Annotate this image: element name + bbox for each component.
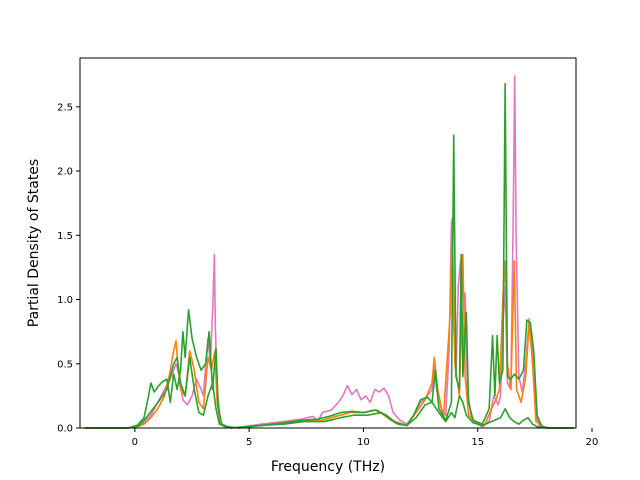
y-tick-label-0: 0.0	[57, 424, 73, 435]
y-tick-label-4: 2.0	[57, 167, 73, 178]
x-axis-ticks: 0 5 10 15 20	[132, 428, 599, 448]
y-axis-ticks: 0.0 0.5 1.0 1.5 2.0 2.5	[57, 102, 80, 435]
x-tick-label-0: 0	[132, 437, 138, 448]
y-tick-label-1: 0.5	[57, 359, 73, 370]
x-axis-label: Frequency (THz)	[271, 459, 385, 475]
x-tick-label-3: 15	[471, 437, 484, 448]
x-tick-label-2: 10	[357, 437, 370, 448]
plot-frame	[79, 57, 577, 429]
y-tick-label-3: 1.5	[57, 231, 73, 242]
y-axis-label: Partial Density of States	[26, 159, 42, 327]
y-tick-label-2: 1.0	[57, 295, 73, 306]
x-tick-label-1: 5	[246, 437, 252, 448]
series-line-4	[84, 356, 574, 429]
series-layer	[84, 75, 574, 429]
y-tick-label-5: 2.5	[57, 102, 73, 113]
x-tick-label-4: 20	[586, 437, 599, 448]
